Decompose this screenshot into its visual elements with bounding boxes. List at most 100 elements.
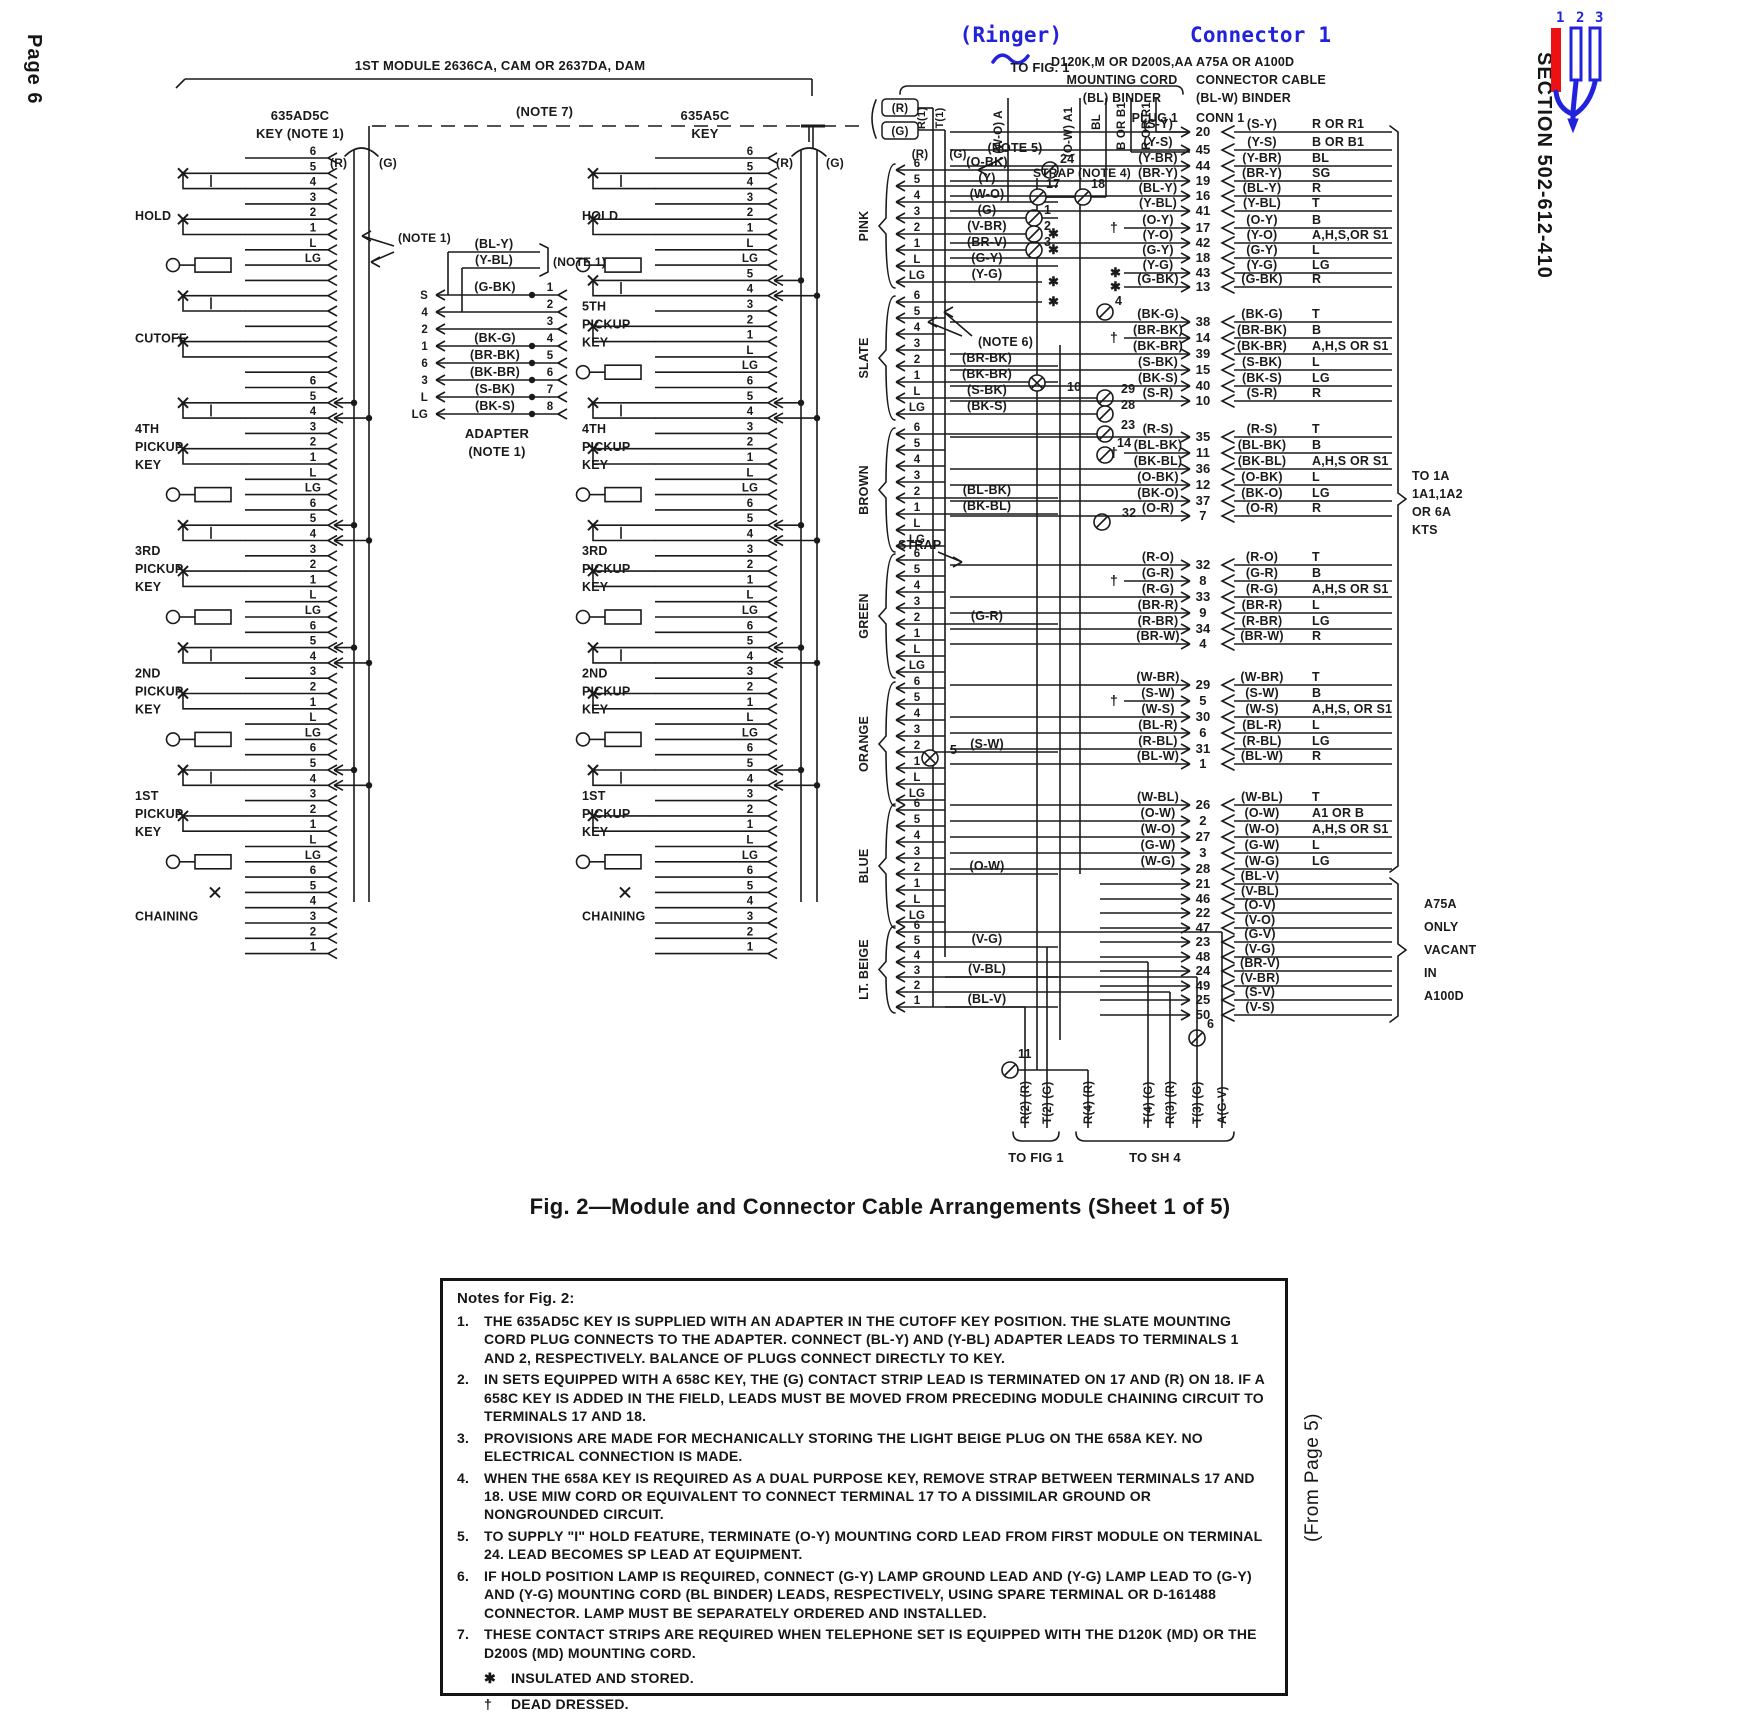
adapter-label: ADAPTER bbox=[465, 426, 530, 441]
plug1-terminal: 6 bbox=[1199, 725, 1206, 740]
binder-color-label: GREEN bbox=[857, 593, 871, 638]
vacant-terminal: 46 bbox=[1196, 891, 1211, 906]
cable-headers: D120K,M OR D200S,AA MOUNTING CORD (BL) BIN… bbox=[1051, 55, 1326, 125]
vacant-wire: (V-G) bbox=[1245, 942, 1276, 956]
terminal-number: 5 bbox=[950, 743, 957, 757]
key-section-label: PICKUP bbox=[135, 685, 183, 699]
key-row-number: 3 bbox=[747, 192, 754, 204]
plug-wire-label: (BK-S) bbox=[967, 399, 1007, 413]
plug-row-number: 2 bbox=[914, 740, 921, 752]
to-sh4-bottom-label: TO SH 4 bbox=[1129, 1150, 1181, 1165]
vacant-terminals: 21 (BL-V)46 (V-BL)22 (O-V)47 (V-O)23 (G-V)48(… bbox=[1100, 869, 1392, 1022]
vacant-wire: (G-V) bbox=[1244, 927, 1276, 941]
pin-1-red bbox=[1551, 28, 1561, 92]
adapter-left-terminal: L bbox=[421, 392, 428, 404]
conn1-designation: LG bbox=[1312, 614, 1330, 628]
plug1-terminal: 28 bbox=[1196, 861, 1211, 876]
note-text: PROVISIONS ARE MADE FOR MECHANICALLY STO… bbox=[484, 1429, 1203, 1465]
note-number: 3. bbox=[457, 1429, 470, 1446]
plug-row-number: 1 bbox=[914, 878, 921, 890]
key-section-label: 2ND bbox=[135, 667, 161, 681]
plug-row-number: LG bbox=[909, 534, 925, 546]
strap-note4-label: STRAP (NOTE 4) bbox=[1033, 166, 1131, 180]
plug-wire-label: (BK-BL) bbox=[963, 499, 1012, 513]
plug1-terminal: 3 bbox=[1199, 845, 1206, 860]
key-row-number: 1 bbox=[747, 223, 754, 235]
right-brackets: TO 1A 1A1,1A2 OR 6A KTS A75A ONLY VACANT IN A100… bbox=[1389, 125, 1477, 1023]
conn1-wire: (G-R) bbox=[1246, 566, 1278, 580]
key-title: 635A5C bbox=[681, 108, 730, 123]
plug1-terminal: 44 bbox=[1196, 158, 1211, 173]
conn1-wire: (R-O) bbox=[1246, 550, 1278, 564]
conn1-designation: B bbox=[1312, 686, 1321, 700]
key-row-number: LG bbox=[305, 850, 321, 862]
plug1-wire: (W-BR) bbox=[1136, 670, 1179, 684]
mounting-cord-header: MOUNTING CORD bbox=[1067, 73, 1178, 87]
terminal-number: 28 bbox=[1121, 398, 1135, 412]
key-section-label: KEY bbox=[135, 458, 162, 472]
to-fig1-bottom-label: TO FIG 1 bbox=[1008, 1150, 1064, 1165]
cord-lead-label: A(G-V) bbox=[1217, 1086, 1229, 1124]
key-row-number: 3 bbox=[747, 299, 754, 311]
plug-row-number: LG bbox=[909, 402, 925, 414]
key-section-label: 3RD bbox=[135, 544, 161, 558]
svg-text:(NOTE 1): (NOTE 1) bbox=[553, 255, 606, 269]
mounting-cord-plug: PINK 6 (O-BK) 5 (Y) 4 (W-O) 3 (G) 2 (V-BR) ✱ 1 (BR-V)… bbox=[857, 141, 1059, 1014]
adapter-left-terminal: 2 bbox=[421, 324, 428, 336]
key-row-number: 1 bbox=[747, 819, 754, 831]
conn1-wire: (BR-Y) bbox=[1242, 166, 1282, 180]
footnote: ✱ INSULATED AND STORED. bbox=[484, 1669, 1267, 1687]
plug-row-number: 3 bbox=[914, 724, 921, 736]
module-header: 1ST MODULE 2636CA, CAM OR 2637DA, DAM (NO… bbox=[175, 58, 868, 148]
key-row-number: 6 bbox=[747, 620, 754, 632]
key-row-number: 1 bbox=[310, 942, 317, 954]
conn1-designation: R OR R1 bbox=[1312, 117, 1364, 131]
note-number: 6. bbox=[457, 1567, 470, 1584]
plug-row-number: 1 bbox=[914, 238, 921, 250]
plug1-terminal: 9 bbox=[1199, 605, 1206, 620]
adapter-right-terminal: 1 bbox=[547, 282, 554, 294]
connector1-annotation: Connector 1 bbox=[1190, 23, 1331, 47]
conn1-designation: B bbox=[1312, 213, 1321, 227]
conn1-wire: (Y-O) bbox=[1247, 228, 1278, 242]
adapter-wire: (Y-BL) bbox=[475, 253, 513, 267]
plug1-terminal: 1 bbox=[1199, 756, 1206, 771]
adapter-label: (NOTE 1) bbox=[468, 444, 525, 459]
plug1-wire: (S-R) bbox=[1143, 386, 1174, 400]
plug1-wire: (O-BK) bbox=[1137, 470, 1178, 484]
notes-list: 1. THE 635AD5C KEY IS SUPPLIED WITH AN AD… bbox=[457, 1312, 1267, 1662]
plug-row-number: 2 bbox=[914, 980, 921, 992]
conn1-wire: (W-BR) bbox=[1240, 670, 1283, 684]
vacant-terminal: 49 bbox=[1196, 978, 1211, 993]
key-section-label: PICKUP bbox=[135, 562, 183, 576]
adapter-right-terminal: 4 bbox=[547, 333, 554, 345]
plug1-terminal: 2 bbox=[1199, 813, 1206, 828]
plug-row-number: 4 bbox=[914, 322, 921, 334]
note-text: THESE CONTACT STRIPS ARE REQUIRED WHEN T… bbox=[484, 1626, 1257, 1661]
plug-row-number: 6 bbox=[914, 422, 921, 434]
plug1-terminal: 45 bbox=[1196, 142, 1211, 157]
key-row-number: 6 bbox=[747, 376, 754, 388]
key-row-number: 3 bbox=[310, 544, 317, 556]
note6-label: (NOTE 6) bbox=[978, 335, 1033, 349]
plug-wire-label: (W-O) bbox=[970, 187, 1005, 201]
conn1-wire: (R-S) bbox=[1247, 422, 1278, 436]
a75a-note: VACANT bbox=[1424, 943, 1477, 957]
key-column-635AD5C: 635AD5C KEY (NOTE 1) (R) (G) HOLD 6 5 4 3 2 1 L LG CU… bbox=[135, 108, 397, 960]
conn1-designation: L bbox=[1312, 718, 1320, 732]
key-row-number: 5 bbox=[310, 391, 317, 403]
conn1-wire: (Y-BR) bbox=[1242, 151, 1281, 165]
key-row-number: 2 bbox=[747, 804, 754, 816]
svg-text:✱: ✱ bbox=[1110, 279, 1121, 294]
conn1-designation: T bbox=[1312, 550, 1320, 564]
conn1-wire: (BR-R) bbox=[1242, 598, 1283, 612]
notes-footnotes: ✱ INSULATED AND STORED. † DEAD DRESSED. bbox=[457, 1669, 1267, 1713]
to-1a-note: 1A1,1A2 bbox=[1412, 487, 1463, 501]
conn1-wire: (BK-BR) bbox=[1237, 339, 1287, 353]
plug-row-number: 4 bbox=[914, 580, 921, 592]
key-row-number: 5 bbox=[747, 513, 754, 525]
plug1-wire: (G-R) bbox=[1142, 566, 1174, 580]
key-row-number: LG bbox=[742, 360, 758, 372]
svg-text:†: † bbox=[1110, 329, 1118, 345]
conn1-designation: A,H,S OR S1 bbox=[1312, 822, 1389, 836]
